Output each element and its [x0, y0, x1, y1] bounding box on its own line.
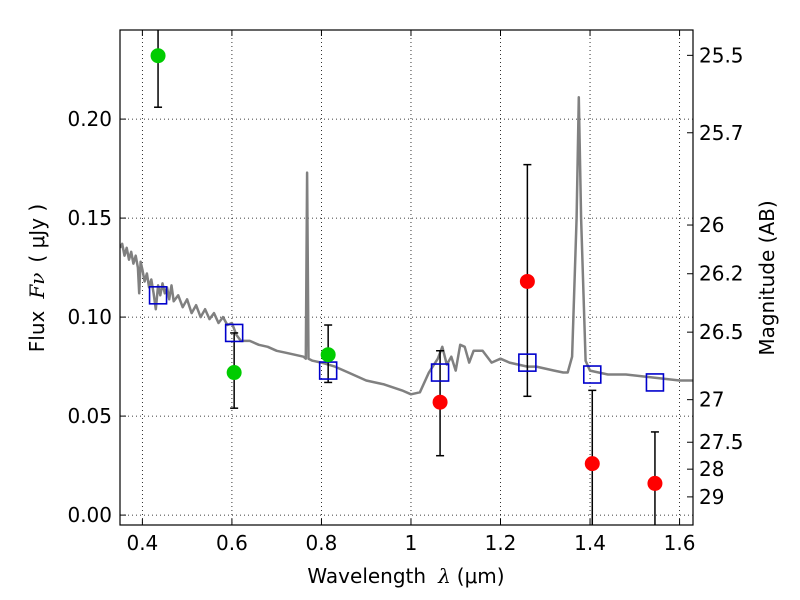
model-photometry-square — [582, 365, 602, 384]
model-photometry-square — [430, 363, 450, 382]
y-tick-label: 0.20 — [67, 107, 112, 131]
green-data-point — [150, 48, 166, 64]
y-axis-label: FluxFν( μJy ) — [25, 204, 49, 352]
y2-tick-label: 28 — [699, 457, 724, 481]
grid-layer — [120, 30, 693, 525]
red-data-point — [432, 394, 448, 410]
x-tick-label: 0.4 — [126, 531, 158, 555]
green-data-point — [226, 365, 242, 381]
y-tick-label: 0.00 — [67, 503, 112, 527]
axis-layer: 0.4 0.6 0.8 1 1.2 1.4 1.6 0.00 0.05 0.10 0.15 0.20 2… — [67, 30, 744, 555]
y2-tick-label: 26.5 — [699, 320, 744, 344]
red-data-point — [519, 273, 535, 289]
y-tick-label: 0.10 — [67, 305, 112, 329]
x-tick-label: 1.4 — [574, 531, 606, 555]
x-tick-label: 0.6 — [216, 531, 248, 555]
red-data-point — [647, 475, 663, 491]
green-data-point — [320, 347, 336, 363]
model-photometry-square — [518, 353, 537, 372]
y-tick-label: 0.05 — [67, 404, 112, 428]
y2-tick-label: 29 — [699, 485, 724, 509]
y2-tick-label: 27.5 — [699, 430, 744, 454]
y2-tick-label: 25.7 — [699, 121, 744, 145]
y-tick-label: 0.15 — [67, 206, 112, 230]
y2-axis-label: Magnitude (AB) — [755, 200, 779, 355]
x-tick-label: 1.2 — [485, 531, 517, 555]
y2-tick-label: 26 — [699, 213, 724, 237]
plot-frame — [119, 29, 694, 526]
x-tick-label: 0.8 — [306, 531, 338, 555]
x-tick-label: 1 — [405, 531, 418, 555]
y2-tick-label: 25.5 — [699, 43, 744, 67]
model-spectrum-line — [120, 96, 693, 396]
data-layer — [120, 30, 693, 525]
model-photometry-square — [224, 323, 244, 343]
x-axis-label: Wavelength λ (μm) — [307, 564, 504, 588]
x-tick-label: 1.6 — [664, 531, 696, 555]
y2-tick-label: 26.2 — [699, 262, 744, 286]
red-data-point — [584, 456, 600, 472]
model-photometry-square — [645, 373, 665, 392]
y2-tick-label: 27 — [699, 388, 724, 412]
model-photometry-square — [148, 286, 168, 305]
